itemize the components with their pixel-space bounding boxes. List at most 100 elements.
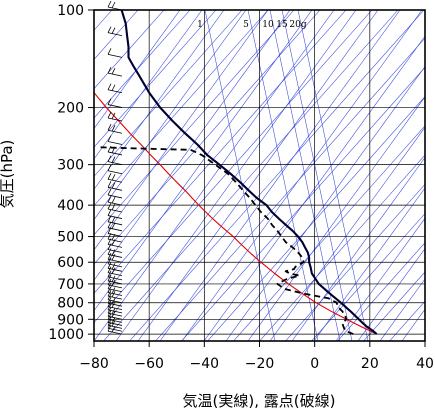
parcel-line	[94, 91, 377, 335]
x-tick-label: −40	[190, 356, 220, 372]
adiabat-line	[233, 125, 425, 341]
x-tick-label: −80	[79, 356, 109, 372]
x-axis-title: 気温(実線), 露点(破線)	[183, 392, 336, 410]
mixing-ratio-line	[247, 10, 319, 341]
y-tick-label: 700	[57, 277, 84, 293]
mixing-ratio-label: 10	[262, 20, 274, 30]
y-tick-label: 400	[57, 198, 84, 214]
wind-barb	[107, 111, 123, 122]
wind-barb	[107, 202, 123, 213]
isotherm-line	[291, 157, 425, 341]
wind-barb	[107, 83, 123, 94]
mixing-ratio-line	[297, 10, 369, 341]
wind-barb	[107, 0, 123, 11]
x-tick-label: 20	[361, 356, 379, 372]
wind-barb	[107, 173, 123, 183]
y-tick-label: 1000	[48, 327, 84, 343]
wind-barb	[107, 181, 123, 191]
isotherm-line	[94, 10, 225, 190]
wind-barb	[107, 98, 123, 108]
isotherm-line	[115, 10, 357, 341]
x-tick-label: 0	[310, 356, 319, 372]
x-tick-label: −20	[245, 356, 275, 372]
wind-barb	[107, 66, 123, 77]
wind-barb	[107, 124, 123, 134]
wind-barb	[107, 262, 123, 272]
grid-lines	[93, 9, 426, 341]
isotherm-line	[137, 10, 379, 341]
adiabat-line	[94, 10, 269, 207]
wind-barb	[107, 270, 123, 281]
isotherm-line	[357, 248, 425, 341]
wind-barb	[107, 286, 123, 296]
dewpoint-line	[96, 146, 354, 335]
wind-barb	[107, 306, 123, 317]
isotherm-line	[203, 35, 425, 341]
wind-barb	[107, 278, 123, 289]
wind-barb	[107, 300, 123, 310]
wind-barb	[107, 188, 123, 199]
adiabat-line	[94, 10, 243, 177]
y-tick-label: 500	[57, 230, 84, 246]
y-tick-label: 600	[57, 255, 84, 271]
adiabat-line	[94, 10, 295, 236]
wind-barb	[107, 48, 123, 58]
adiabat-line	[94, 10, 373, 323]
x-tick-label: 40	[416, 356, 434, 372]
wind-barb	[107, 135, 123, 145]
adiabat-line	[94, 10, 113, 31]
y-tick-label: 100	[57, 3, 84, 19]
wind-barb	[107, 155, 123, 166]
isotherm-line	[94, 10, 269, 251]
isotherm-line	[94, 10, 335, 341]
mixing-ratio-line	[204, 10, 276, 341]
isotherm-line	[225, 66, 425, 341]
wind-barb	[107, 282, 123, 293]
isotherm-line	[94, 10, 247, 221]
wind-barb	[107, 297, 123, 307]
x-tick-label: −60	[134, 356, 164, 372]
isotherm-line	[379, 278, 425, 341]
mixing-ratio-label: 20g	[289, 20, 306, 30]
isotherm-line	[335, 217, 425, 341]
wind-barb	[107, 293, 123, 304]
isotherm-line	[94, 10, 203, 160]
isotherm-line	[159, 10, 401, 341]
isotherm-line	[247, 96, 425, 341]
wind-barb	[107, 195, 123, 206]
isotherm-line	[313, 187, 425, 341]
temperature-line	[120, 10, 378, 335]
wind-barb	[107, 324, 123, 335]
y-tick-label: 900	[57, 312, 84, 328]
isotherm-line	[269, 126, 425, 341]
mixing-ratio-labels: 1 5 10 15 20g	[197, 20, 307, 30]
wind-barb	[107, 145, 123, 156]
mixing-ratio-label: 15	[276, 20, 288, 30]
mixing-ratio-line	[281, 10, 353, 341]
adiabat-line	[155, 37, 425, 341]
mixing-ratio-line	[269, 10, 341, 341]
wind-barb	[107, 26, 123, 37]
adiabat-line	[129, 10, 425, 341]
y-tick-label: 300	[57, 158, 84, 174]
series-group	[94, 10, 378, 335]
adiabat-line	[94, 10, 321, 265]
isotherm-line	[94, 10, 181, 130]
wind-barb	[107, 164, 123, 175]
mixing-ratio-label: 5	[243, 20, 249, 30]
wind-barbs	[107, 0, 123, 335]
wind-barb	[107, 266, 123, 277]
adiabat-line	[94, 10, 347, 294]
isotherm-line	[181, 10, 423, 341]
wind-barb	[107, 248, 123, 258]
wind-barb	[107, 274, 123, 285]
y-tick-label: 800	[57, 296, 84, 312]
y-tick-label: 200	[57, 101, 84, 117]
wind-barb	[107, 289, 123, 300]
wind-barb	[107, 322, 123, 332]
adiabat-line	[94, 10, 191, 119]
y-axis-title: 気圧(hPa)	[0, 140, 16, 209]
mixing-ratio-label: 1	[197, 20, 203, 30]
